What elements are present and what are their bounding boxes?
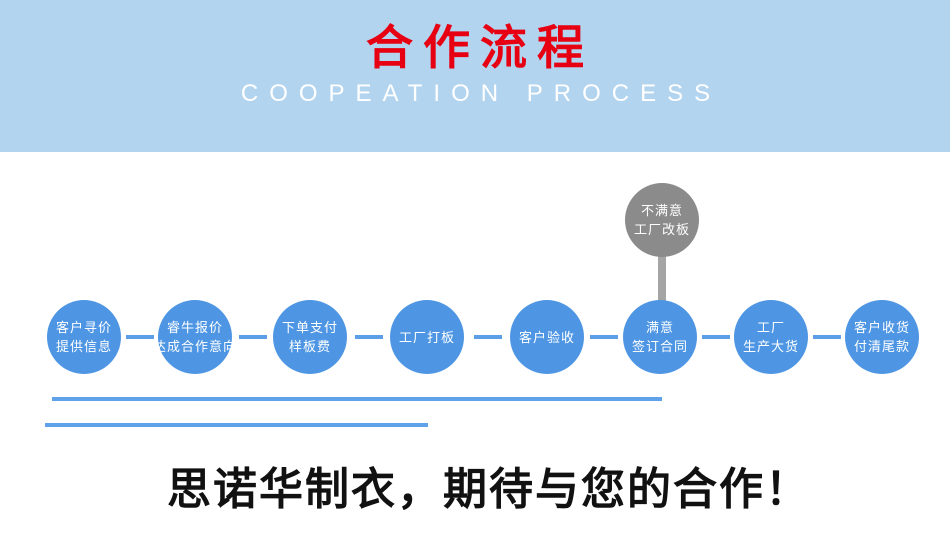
- flow-step-7: 工厂 生产大货: [734, 300, 808, 374]
- flow-step-label: 客户寻价: [55, 320, 112, 335]
- flow-step-4: 工厂打板: [390, 300, 464, 374]
- flow-step-2: 睿牛报价 达成合作意向: [153, 300, 236, 374]
- flow-step-1: 客户寻价 提供信息: [47, 300, 121, 374]
- flow-step-label: 提供信息: [55, 339, 112, 354]
- footer-slogan: 思诺华制衣，期待与您的合作！: [167, 465, 811, 514]
- step-connector: [355, 335, 383, 339]
- step-connector: [813, 335, 841, 339]
- flow-step-label: 睿牛报价: [166, 320, 223, 335]
- flow-step-label: 签订合同: [631, 339, 688, 354]
- flow-step-label: 工厂打板: [398, 329, 455, 345]
- alt-branch-connector: [658, 256, 666, 304]
- banner-subtitle: COOPEATION PROCESS: [240, 80, 722, 107]
- flow-step-label: 下单支付: [281, 320, 338, 335]
- alt-branch-circle: 不满意 工厂改板: [625, 183, 699, 257]
- flow-step-label: 达成合作意向: [153, 339, 238, 354]
- flow-step-label: 生产大货: [742, 339, 799, 354]
- alt-branch-label: 不满意: [640, 203, 683, 218]
- underline-secondary: [45, 423, 428, 427]
- alt-branch-label: 工厂改板: [633, 222, 690, 237]
- step-connector: [126, 335, 154, 339]
- flow-step-label: 付清尾款: [853, 339, 910, 354]
- step-connector: [702, 335, 730, 339]
- flow-step-label: 客户验收: [518, 329, 575, 345]
- flow-step-3: 下单支付 样板费: [273, 300, 347, 374]
- step-connector: [474, 335, 502, 339]
- flow-step-label: 客户收货: [853, 320, 910, 335]
- flow-step-label: 满意: [645, 320, 674, 335]
- underline-primary: [52, 397, 662, 401]
- flow-step-5: 客户验收: [510, 300, 584, 374]
- banner: 合作流程 COOPEATION PROCESS: [0, 0, 950, 152]
- flow-step-6: 满意 签订合同: [623, 300, 697, 374]
- flow-step-label: 样板费: [288, 339, 331, 354]
- step-connector: [590, 335, 618, 339]
- step-connector: [239, 335, 267, 339]
- banner-title: 合作流程: [366, 21, 594, 74]
- flow-step-8: 客户收货 付清尾款: [845, 300, 919, 374]
- flow-step-label: 工厂: [756, 320, 785, 335]
